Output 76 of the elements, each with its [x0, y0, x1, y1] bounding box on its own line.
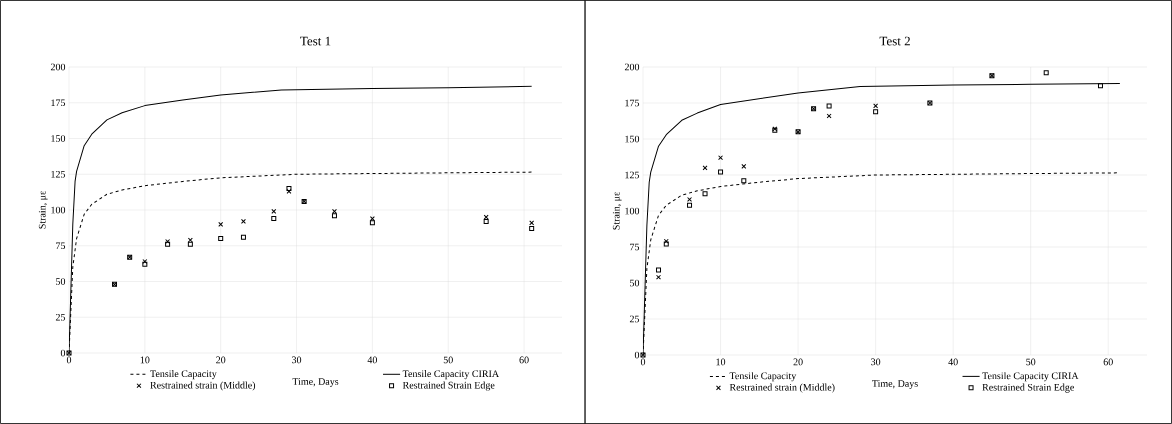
point	[741, 178, 747, 184]
point	[718, 169, 724, 175]
point	[331, 213, 337, 219]
point	[218, 236, 224, 242]
x-axis-title: Time, Days	[292, 378, 339, 387]
y-tick-label: 200	[624, 63, 640, 71]
y-tick-label: 0	[634, 351, 640, 359]
x-axis-title: Time, Days	[872, 380, 918, 389]
y-tick-label: 75	[630, 243, 640, 251]
x-tick-label: 30	[871, 358, 881, 366]
legend-label: Tensile Capacity	[150, 370, 217, 380]
point	[240, 234, 246, 240]
y-tick-label: 25	[629, 315, 640, 323]
point	[369, 220, 375, 226]
point	[187, 237, 193, 243]
y-tick-label: 100	[51, 206, 66, 214]
legend-label: Tensile Capacity CIRIA	[982, 372, 1079, 382]
y-tick-label: 25	[55, 313, 66, 321]
point	[656, 274, 661, 280]
legend-label: Restrained strain (Middle)	[729, 383, 835, 393]
x-tick-label: 50	[1026, 358, 1036, 366]
point	[1043, 70, 1049, 76]
x-tick-label: 20	[216, 356, 226, 364]
point	[271, 208, 277, 214]
y-tick-label: 175	[625, 99, 640, 107]
point	[741, 163, 747, 169]
point	[529, 220, 535, 226]
y-tick-label: 100	[625, 207, 640, 215]
point	[687, 202, 693, 208]
point	[240, 218, 246, 224]
y-axis-title: Strain, με	[612, 192, 622, 230]
point	[218, 221, 224, 227]
x-tick-label: 30	[292, 356, 302, 364]
point	[656, 267, 662, 273]
y-tick-label: 175	[51, 99, 66, 107]
point	[702, 191, 708, 197]
point	[873, 103, 879, 109]
point	[187, 241, 193, 247]
legend-label: Tensile Capacity	[729, 372, 797, 382]
legend-label: Tensile Capacity CIRIA	[402, 370, 500, 380]
x-tick-label: 60	[1103, 358, 1113, 366]
x-tick-label: 50	[443, 356, 453, 364]
point	[529, 226, 535, 232]
point	[271, 216, 277, 222]
y-tick-label: 0	[60, 349, 66, 357]
x-tick-label: 60	[519, 356, 529, 364]
point	[1097, 83, 1103, 89]
point	[718, 155, 724, 161]
y-tick-label: 75	[56, 242, 66, 250]
legend-label: Restrained strain (Middle)	[150, 381, 256, 391]
x-tick-label: 0	[66, 356, 72, 364]
chart-title: Test 1	[300, 36, 331, 46]
y-tick-label: 150	[625, 135, 640, 143]
x-tick-label: 10	[716, 358, 726, 366]
y-tick-label: 125	[625, 171, 640, 179]
legend-label: Restrained Strain Edge	[402, 381, 495, 391]
y-tick-label: 50	[630, 279, 640, 287]
point	[483, 218, 489, 224]
y-tick-label: 150	[51, 135, 66, 142]
chart-title: Test 2	[879, 36, 910, 46]
point	[826, 113, 832, 119]
point	[331, 208, 337, 214]
point	[702, 165, 708, 171]
y-tick-label: 125	[51, 170, 66, 178]
point	[826, 103, 832, 109]
x-tick-label: 40	[367, 356, 378, 364]
x-tick-label: 40	[948, 358, 958, 366]
x-tick-label: 20	[793, 358, 803, 366]
y-axis-title: Strain, με	[38, 191, 48, 229]
legend-label: Restrained Strain Edge	[982, 383, 1074, 393]
y-tick-label: 50	[56, 278, 66, 285]
point	[483, 214, 489, 220]
y-tick-label: 200	[50, 63, 66, 71]
x-tick-label: 0	[640, 358, 646, 366]
x-tick-label: 10	[140, 356, 150, 364]
point	[873, 109, 879, 115]
